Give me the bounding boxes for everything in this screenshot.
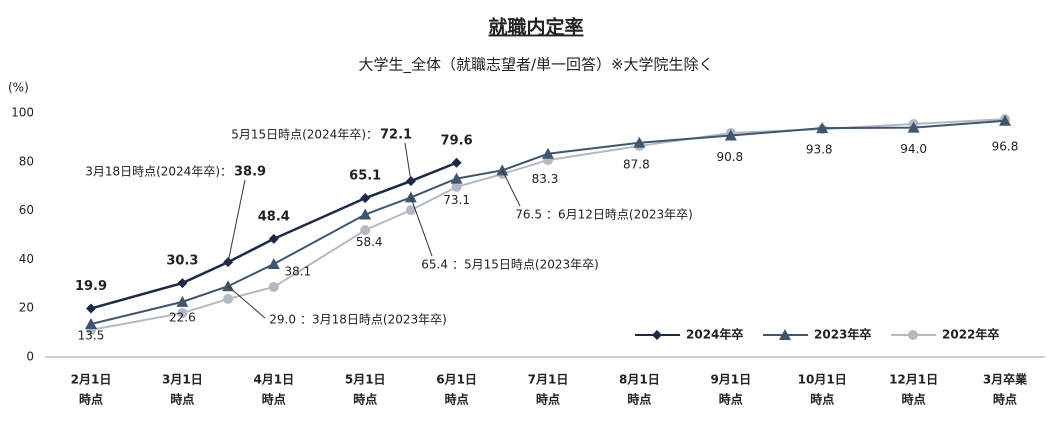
data-point: [450, 172, 463, 184]
data-point: [816, 122, 829, 134]
annotation-leader: [501, 170, 521, 207]
x-tick-label: 時点: [810, 392, 834, 407]
data-label: 83.3: [532, 172, 559, 186]
data-label: 30.3: [166, 254, 198, 269]
y-tick-label: 80: [19, 154, 34, 168]
data-point: [404, 191, 417, 203]
data-point: [177, 308, 188, 319]
data-label: 29.0: [269, 313, 296, 327]
x-tick-label: 3月卒業: [983, 372, 1028, 387]
data-point: [451, 181, 462, 192]
annotation: ：3月18日時点(2023年卒): [300, 313, 447, 327]
annotation: ：6月12日時点(2023年卒): [546, 208, 693, 222]
data-point: [451, 157, 462, 168]
data-label: 76.5: [515, 208, 542, 222]
x-tick-label: 10月1日: [798, 373, 847, 387]
x-tick-label: 2月1日: [71, 373, 112, 387]
y-tick-label: 20: [19, 301, 34, 315]
annotation-leader: [404, 142, 412, 182]
chart-title: 就職内定率: [488, 16, 583, 39]
x-tick-label: 時点: [445, 392, 469, 407]
y-tick-label: 60: [19, 203, 34, 217]
data-label: 38.1: [284, 265, 311, 279]
data-point: [999, 114, 1011, 126]
x-tick-label: 時点: [262, 392, 286, 407]
data-label: 65.1: [349, 169, 381, 184]
chart-subtitle: 大学生_全体（就職志望者/単一回答）※大学院生除く: [358, 56, 713, 75]
x-tick-label: 時点: [170, 392, 194, 407]
x-tick-label: 5月1日: [345, 373, 386, 387]
data-label: 58.4: [356, 235, 383, 249]
data-label: 73.1: [443, 193, 470, 207]
x-tick-label: 時点: [993, 392, 1017, 407]
data-label: 65.4: [421, 258, 448, 272]
data-label: 96.8: [992, 139, 1019, 153]
x-tick-label: 時点: [536, 392, 560, 407]
data-label: 13.5: [78, 329, 105, 343]
annotation-leader: [227, 285, 266, 319]
legend-label: 2023年卒: [814, 327, 871, 342]
y-tick-label: 100: [11, 106, 34, 120]
y-tick-label: 0: [26, 350, 34, 364]
x-tick-label: 8月1日: [619, 373, 660, 387]
data-label: 87.8: [623, 157, 650, 171]
data-label: 94.0: [900, 142, 927, 156]
data-point: [633, 136, 646, 148]
annotation: ：5月15日時点(2023年卒): [452, 258, 599, 272]
data-label: 72.1: [380, 128, 412, 143]
legend-marker: [908, 330, 918, 340]
data-label: 19.9: [75, 279, 107, 294]
legend-marker: [652, 330, 662, 340]
legend-label: 2024年卒: [686, 327, 743, 342]
data-label: 79.6: [441, 133, 473, 148]
x-tick-label: 時点: [719, 392, 743, 407]
annotation: 3月18日時点(2024年卒)：: [85, 165, 232, 179]
data-point: [496, 164, 509, 176]
data-point: [360, 193, 371, 204]
data-point: [223, 293, 234, 304]
x-tick-label: 4月1日: [253, 373, 294, 387]
x-tick-label: 12月1日: [889, 373, 938, 387]
legend-marker: [779, 329, 791, 340]
x-tick-label: 時点: [627, 392, 651, 407]
annotation-leader: [410, 197, 433, 257]
data-label: 22.6: [169, 310, 196, 324]
data-label: 93.8: [806, 143, 833, 157]
x-tick-label: 時点: [902, 392, 926, 407]
x-tick-label: 6月1日: [436, 373, 477, 387]
data-point: [177, 278, 188, 289]
data-point: [268, 281, 279, 292]
data-label: 48.4: [258, 209, 290, 224]
annotation-leader: [227, 179, 246, 263]
data-point: [359, 208, 372, 220]
x-tick-label: 9月1日: [710, 373, 751, 387]
data-point: [176, 295, 189, 307]
y-axis-label: (%): [8, 81, 29, 95]
data-point: [267, 258, 280, 270]
annotation: 5月15日時点(2024年卒)：: [231, 128, 378, 142]
data-point: [85, 318, 97, 330]
series-line: [90, 119, 1006, 326]
data-point: [542, 147, 554, 159]
data-point: [86, 303, 96, 314]
y-tick-label: 40: [19, 252, 34, 266]
x-tick-label: 時点: [353, 392, 377, 407]
legend-label: 2022年卒: [942, 327, 999, 342]
data-point: [405, 205, 416, 216]
x-tick-label: 時点: [79, 392, 103, 407]
data-point: [268, 233, 279, 244]
data-point: [724, 129, 737, 141]
data-label: 90.8: [716, 150, 743, 164]
data-point: [360, 225, 371, 236]
x-tick-label: 7月1日: [528, 373, 569, 387]
data-point: [907, 121, 920, 133]
data-label: 38.9: [234, 165, 266, 180]
x-tick-label: 3月1日: [162, 373, 203, 387]
